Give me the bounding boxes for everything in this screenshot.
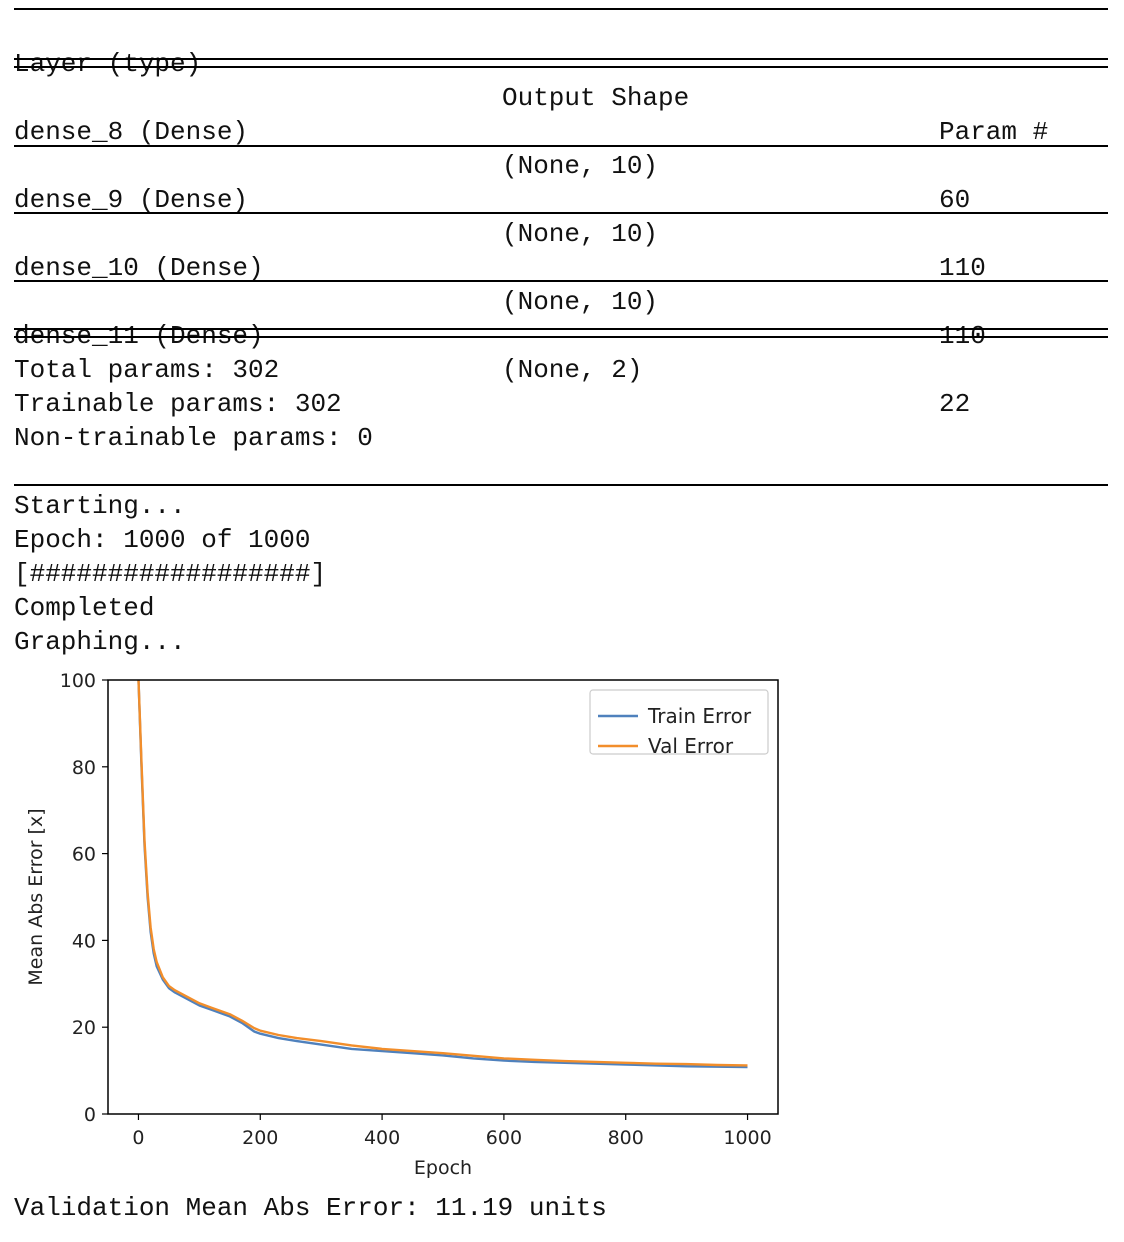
legend-label: Val Error: [648, 734, 734, 758]
axis-ticks: 0 200 400 600 800 1000 0 20 40 60 80 100: [60, 670, 772, 1149]
header-shape: Output Shape: [502, 83, 690, 113]
y-tick-label: 40: [72, 930, 96, 952]
log-graphing: Graphing...: [14, 627, 186, 657]
y-tick-label: 20: [72, 1017, 96, 1039]
y-axis-label: Mean Abs Error [x]: [25, 808, 47, 985]
trainable-params: Trainable params: 302: [14, 389, 342, 419]
output-shape: (None, 10): [502, 219, 659, 249]
param-count: 60: [939, 185, 971, 215]
output-shape: (None, 2): [502, 355, 643, 385]
separator-line: [14, 280, 1108, 282]
separator-line: [14, 8, 1108, 10]
output-shape: (None, 10): [502, 287, 659, 317]
y-tick-label: 100: [60, 670, 96, 692]
separator-line: [14, 145, 1108, 147]
layer-name: dense_8 (Dense): [14, 117, 249, 147]
summary-header-row: Layer (type) Output Shape Param #: [14, 13, 1108, 147]
legend-label: Train Error: [647, 704, 752, 728]
val-error-line: [137, 680, 748, 1067]
error-chart: 0 200 400 600 800 1000 0 20 40 60 80 100 Epoch Mean…: [25, 670, 779, 1179]
table-row: dense_11 (Dense) (None, 2) 22: [14, 285, 1108, 419]
double-separator: [14, 58, 1108, 68]
legend-box: [589, 689, 769, 755]
separator-line: [14, 212, 1108, 214]
table-row: dense_8 (Dense) (None, 10) 60: [14, 81, 1108, 215]
output-shape: (None, 10): [502, 151, 659, 181]
param-count: 22: [939, 389, 971, 419]
log-progress: [##################]: [14, 559, 327, 589]
param-count: 110: [939, 253, 986, 283]
x-tick-label: 800: [608, 1127, 644, 1149]
table-row: dense_9 (Dense) (None, 10) 110: [14, 149, 1108, 283]
plot-frame: [107, 679, 779, 1115]
layer-name: dense_9 (Dense): [14, 185, 249, 215]
log-epoch: Epoch: 1000 of 1000: [14, 525, 311, 555]
header-layer: Layer (type): [14, 49, 202, 79]
total-params: Total params: 302: [14, 355, 280, 385]
x-tick-label: 400: [364, 1127, 400, 1149]
table-row: dense_10 (Dense) (None, 10) 110: [14, 217, 1108, 351]
x-axis-label: Epoch: [414, 1157, 472, 1179]
log-completed: Completed: [14, 593, 155, 623]
x-tick-label: 200: [242, 1127, 278, 1149]
y-tick-label: 60: [72, 844, 96, 866]
separator-line: [14, 484, 1108, 486]
log-starting: Starting...: [14, 491, 186, 521]
chart-legend: Train Error Val Error: [589, 689, 769, 758]
layer-name: dense_10 (Dense): [14, 253, 264, 283]
x-tick-label: 600: [486, 1127, 522, 1149]
y-tick-label: 80: [72, 757, 96, 779]
y-tick-label: 0: [84, 1104, 96, 1126]
x-tick-label: 0: [132, 1127, 144, 1149]
validation-result: Validation Mean Abs Error: 11.19 units: [14, 1193, 607, 1223]
non-trainable-params: Non-trainable params: 0: [14, 423, 373, 453]
plot-area: [137, 680, 748, 1069]
double-separator: [14, 328, 1108, 338]
x-tick-label: 1000: [723, 1127, 771, 1149]
header-params: Param #: [939, 117, 1049, 147]
